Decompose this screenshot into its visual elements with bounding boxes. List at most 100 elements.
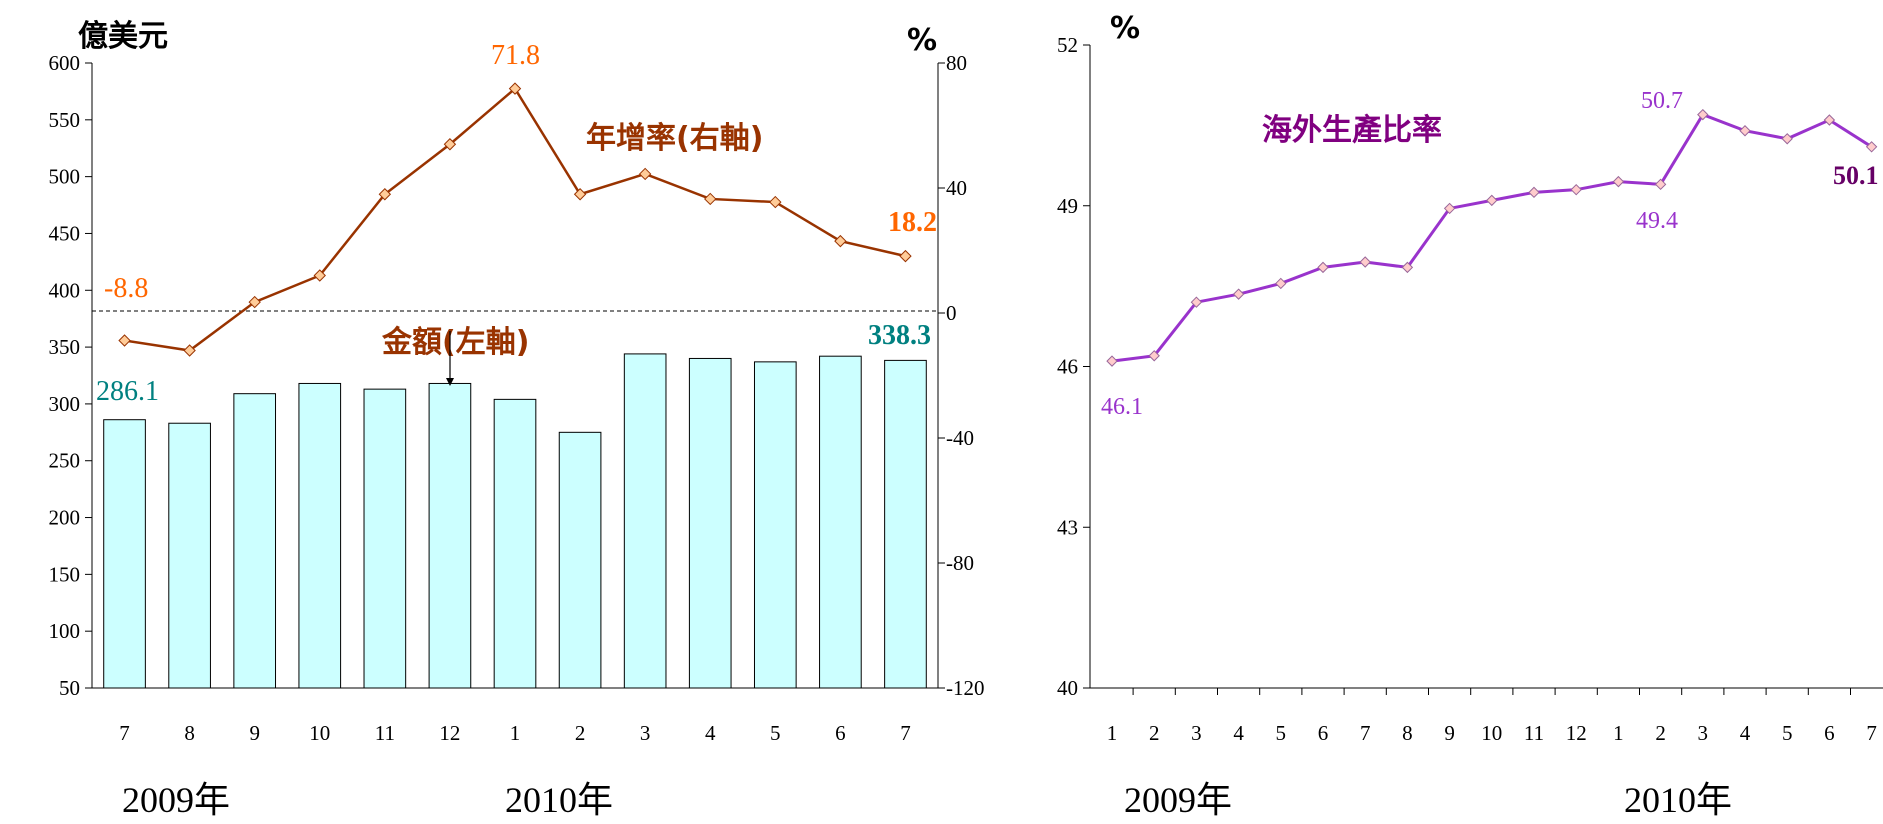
amount-bar (558, 431, 602, 689)
first-bar-value-label: 286.1 (96, 376, 159, 407)
amount-bar (363, 388, 407, 689)
right-y-tick-label: -40 (946, 426, 974, 450)
x-tick-label: 3 (1191, 721, 1202, 745)
growth-rate-point (378, 188, 392, 201)
x-tick-label: 7 (119, 721, 130, 745)
right-year-label-2010: 2010年 (1624, 780, 1732, 820)
x-tick-label: 7 (1866, 721, 1877, 745)
x-tick-label: 2 (1655, 721, 1666, 745)
x-tick-label: 11 (375, 721, 395, 745)
overseas-production-point (1106, 355, 1118, 367)
overseas-production-point (1865, 141, 1878, 153)
y-tick-label: 52 (1057, 33, 1078, 57)
left-y-tick-label: 500 (49, 165, 81, 189)
right-y-tick-label: -120 (946, 676, 985, 700)
right-chart-title: 海外生產比率 (1262, 113, 1442, 148)
right-y-tick-label: -80 (946, 551, 974, 575)
x-tick-label: 8 (1402, 721, 1413, 745)
x-tick-label: 10 (1481, 721, 1502, 745)
right-year-label-2009: 2009年 (1124, 780, 1232, 820)
left-chart: 50100150200250300350400450500550600-120-… (49, 19, 985, 820)
amount-title-arrow (446, 331, 454, 386)
growth-rate-point (508, 82, 522, 95)
x-tick-label: 4 (705, 721, 716, 745)
y-tick-label: 40 (1057, 676, 1078, 700)
growth-rate-point (313, 269, 326, 282)
overseas-production-point (1359, 256, 1371, 268)
growth-rate-point (118, 334, 131, 347)
overseas-production-polyline (1111, 112, 1873, 363)
amount-bar (103, 419, 146, 689)
growth-rate-point (638, 167, 652, 181)
growth-rate-point (704, 192, 717, 206)
left-y-tick-label: 400 (49, 278, 81, 302)
last-ratio-value-label: 50.1 (1833, 161, 1879, 190)
overseas-production-point (1401, 261, 1414, 274)
x-tick-label: 5 (770, 721, 781, 745)
overseas-production-line (1106, 108, 1878, 367)
amount-bar (233, 393, 277, 689)
left-y-tick-label: 100 (49, 619, 81, 643)
x-tick-label: 12 (439, 721, 460, 745)
amount-bar (168, 422, 211, 689)
x-tick-label: 4 (1233, 721, 1244, 745)
growth-series-title: 年增率(右軸) (586, 121, 763, 156)
x-tick-label: 2 (1149, 721, 1160, 745)
x-tick-label: 10 (309, 721, 330, 745)
amount-bar (623, 353, 667, 689)
first-ratio-value-label: 46.1 (1101, 394, 1143, 420)
x-tick-label: 11 (1524, 721, 1544, 745)
overseas-production-point (1654, 178, 1667, 191)
x-tick-label: 9 (249, 721, 260, 745)
first-rate-value-label: -8.8 (104, 273, 148, 304)
left-y-tick-label: 250 (49, 449, 81, 473)
right-y-tick-label: 0 (946, 301, 957, 325)
last-rate-value-label: 18.2 (888, 207, 937, 238)
x-tick-label: 6 (835, 721, 846, 745)
x-tick-label: 1 (1613, 721, 1624, 745)
amount-bar (298, 382, 342, 689)
left-y-tick-label: 50 (59, 676, 80, 700)
left-year-label-2009: 2009年 (122, 780, 230, 820)
left-chart-axes: 50100150200250300350400450500550600-120-… (49, 51, 985, 745)
amount-bars (103, 353, 927, 689)
x-tick-label: 1 (1107, 721, 1118, 745)
growth-rate-point (248, 295, 261, 309)
overseas-production-point (1739, 125, 1751, 137)
left-y-tick-label: 600 (49, 51, 81, 75)
left-y-tick-label: 350 (49, 335, 81, 359)
overseas-production-point (1443, 202, 1456, 215)
x-tick-label: 3 (640, 721, 651, 745)
overseas-production-point (1612, 175, 1625, 188)
growth-rate-point (183, 344, 196, 357)
growth-rate-point (573, 188, 587, 201)
right-y-tick-label: 40 (946, 176, 967, 200)
amount-bar (428, 382, 472, 689)
left-unit-label: 億美元 (78, 19, 168, 54)
right-unit-label: % (907, 23, 937, 58)
x-tick-label: 3 (1698, 721, 1709, 745)
x-tick-label: 9 (1444, 721, 1455, 745)
left-y-tick-label: 550 (49, 108, 81, 132)
growth-rate-point (834, 234, 847, 248)
y-tick-label: 49 (1057, 194, 1078, 218)
x-tick-label: 2 (575, 721, 586, 745)
x-tick-label: 1 (510, 721, 521, 745)
overseas-production-point (1275, 277, 1287, 290)
overseas-production-point (1486, 194, 1498, 207)
amount-bar (884, 359, 927, 689)
left-y-tick-label: 150 (49, 562, 81, 586)
x-tick-label: 7 (1360, 721, 1371, 745)
overseas-production-point (1781, 133, 1793, 145)
overseas-production-point (1317, 261, 1329, 274)
growth-rate-line (118, 82, 912, 357)
left-y-tick-label: 200 (49, 506, 81, 530)
overseas-production-point (1570, 183, 1582, 196)
overseas-production-point (1232, 288, 1245, 300)
y-tick-label: 43 (1057, 515, 1078, 539)
x-tick-label: 5 (1276, 721, 1287, 745)
growth-rate-point (769, 195, 782, 209)
